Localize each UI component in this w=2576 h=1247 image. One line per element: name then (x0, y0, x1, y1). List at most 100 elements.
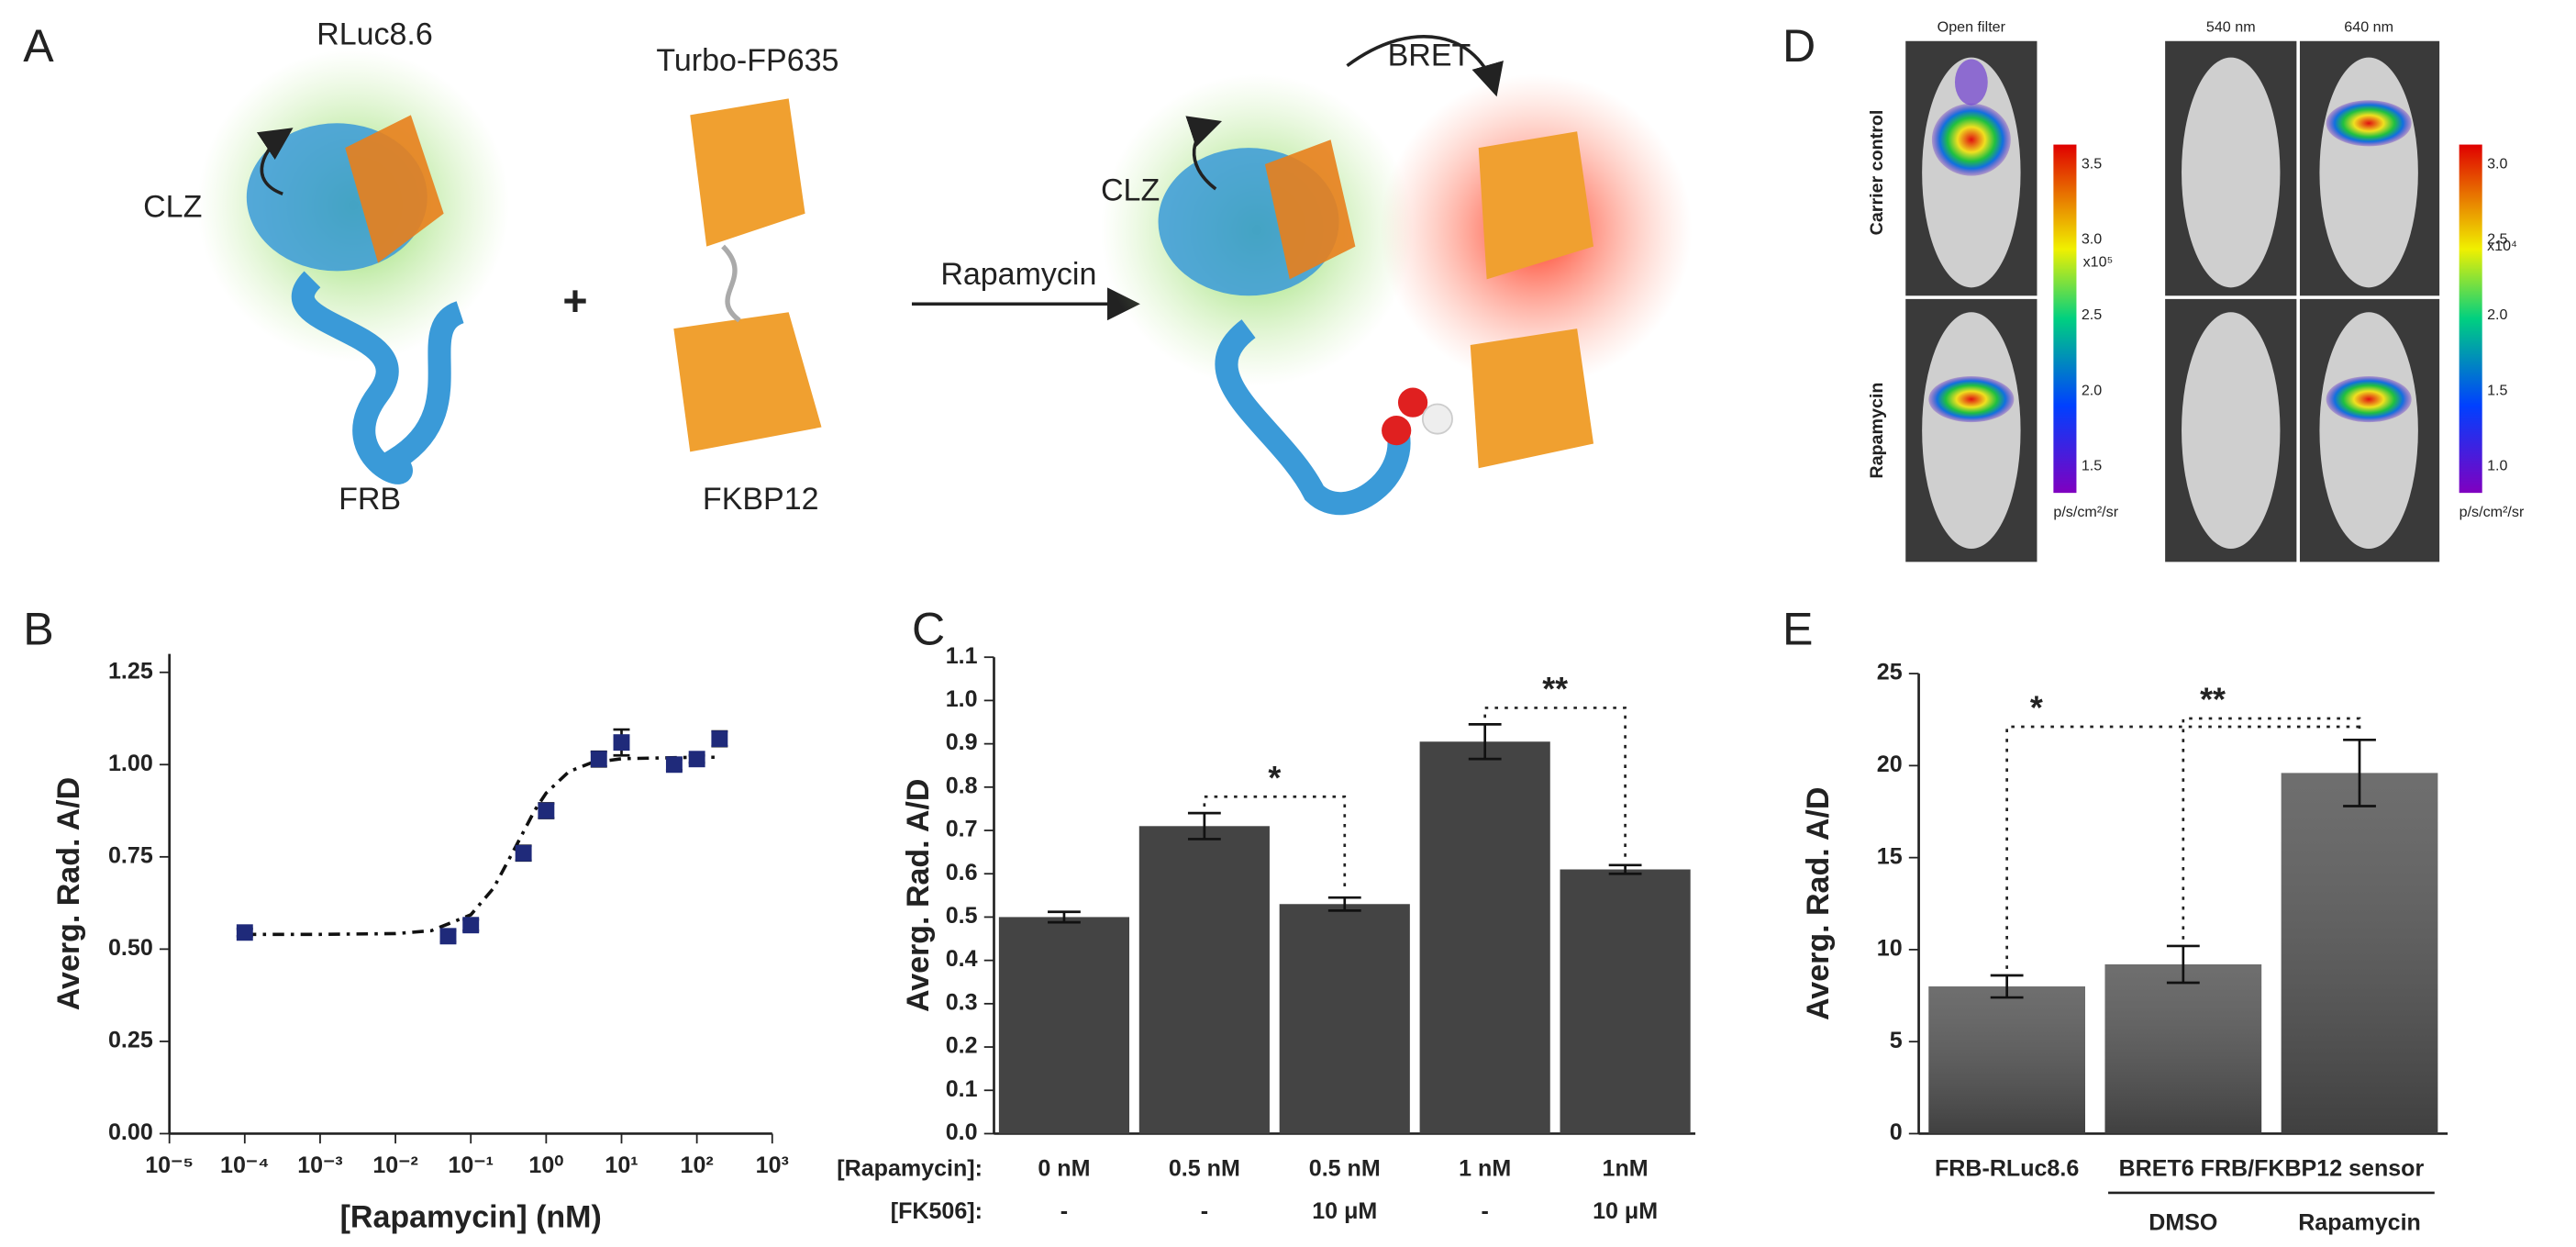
y-tick-label: 0.7 (946, 817, 978, 842)
colorbar-label: 1.5 (2487, 382, 2507, 398)
x-tick-label: 10³ (756, 1152, 789, 1178)
panel-label: D (1782, 20, 1815, 72)
y-tick-label: 25 (1877, 660, 1903, 685)
x-tick-label: 1nM (1603, 1155, 1649, 1181)
y-tick-label: 0.4 (946, 946, 978, 972)
filter-label: 640 nm (2344, 19, 2393, 36)
protein-label: Turbo-FP635 (656, 43, 838, 78)
panel-label: A (23, 20, 54, 72)
x-tick-label: 0.5 nM (1309, 1155, 1381, 1181)
panel-label: E (1782, 604, 1813, 655)
y-tick-label: 0 (1890, 1119, 1903, 1145)
data-point (462, 917, 480, 934)
x-tick-label: DMSO (2149, 1210, 2217, 1236)
y-tick-label: 0.1 (946, 1076, 978, 1102)
y-tick-label: 1.1 (946, 643, 978, 669)
y-tick-label: 0.25 (108, 1028, 153, 1053)
colorbar-label: 3.5 (2082, 155, 2102, 172)
significance-bracket (1203, 795, 1347, 892)
x-tick-label: - (1201, 1198, 1208, 1224)
protein-label: RLuc8.6 (316, 17, 433, 51)
colorbar-label: 3.0 (2487, 155, 2507, 172)
data-point (613, 734, 630, 752)
data-point (688, 751, 705, 768)
protein-label: FRB (339, 482, 401, 517)
x-tick-label: 10⁻¹ (449, 1152, 494, 1178)
y-tick-label: 10 (1877, 936, 1903, 962)
data-point (665, 756, 683, 774)
y-tick-label: 15 (1877, 843, 1903, 869)
x-tick-label: 1 nM (1459, 1155, 1511, 1181)
protein-label: FKBP12 (703, 482, 819, 517)
x-tick-label: 0.5 nM (1169, 1155, 1240, 1181)
y-axis-title: Averg. Rad. A/D (901, 779, 936, 1012)
colorbar-exponent: x10⁵ (2083, 254, 2114, 271)
bar (998, 917, 1130, 1134)
panel-d-images (1905, 40, 2482, 562)
significance-label: ** (1542, 671, 1568, 707)
y-tick-label: 0.2 (946, 1033, 978, 1059)
significance-label: ** (2200, 682, 2226, 718)
x-axis-title: [Rapamycin] (nM) (340, 1200, 602, 1235)
bar (1419, 741, 1550, 1134)
colorbar-label: 2.0 (2487, 306, 2507, 323)
x-tick-label: 10⁻³ (297, 1152, 342, 1178)
y-axis-title: Averg. Rad. A/D (51, 777, 86, 1010)
x-tick-label: - (1482, 1198, 1489, 1224)
colorbar-label: 1.5 (2082, 458, 2102, 474)
significance-label: * (1268, 760, 1281, 796)
x-tick-label: 10 μM (1593, 1198, 1658, 1224)
x-tick-label: 10⁻² (372, 1152, 417, 1178)
filter-label: Open filter (1938, 19, 2006, 36)
y-tick-label: 0.9 (946, 729, 978, 755)
y-tick-label: 0.50 (108, 935, 153, 961)
arrow-label: Rapamycin (940, 257, 1096, 292)
colorbar-unit: p/s/cm²/sr (2053, 504, 2118, 520)
x-tick-label: 10² (681, 1152, 714, 1178)
data-point (711, 730, 728, 748)
bar (1279, 904, 1410, 1134)
fit-curve (244, 755, 720, 937)
significance-bracket (2005, 725, 2361, 969)
y-tick-label: 0.75 (108, 842, 153, 868)
group-label: BRET6 FRB/FKBP12 sensor (2119, 1155, 2425, 1181)
y-tick-label: 0.5 (946, 903, 978, 929)
colorbar-label: 2.0 (2082, 382, 2102, 398)
data-point (439, 928, 457, 945)
data-point (236, 924, 253, 941)
colorbar-label: 3.0 (2082, 231, 2102, 248)
x-tick-label: 10⁻⁵ (145, 1152, 194, 1178)
y-axis-title: Averg. Rad. A/D (1801, 787, 1836, 1020)
x-tick-label: 10⁰ (528, 1152, 563, 1178)
row-label: Rapamycin (1867, 383, 1887, 479)
x-tick-label: FRB-RLuc8.6 (1935, 1155, 2079, 1181)
bar (1138, 826, 1270, 1134)
colorbar-unit: p/s/cm²/sr (2459, 504, 2525, 520)
row-label: Carrier control (1867, 110, 1887, 236)
colorbar-label: 2.5 (2487, 231, 2507, 248)
x-tick-label: 10 μM (1312, 1198, 1377, 1224)
substrate-label: CLZ (143, 189, 202, 224)
bar-shade (1928, 986, 2085, 1134)
significance-bracket (1483, 707, 1627, 859)
data-point (515, 844, 532, 862)
y-tick-label: 1.0 (946, 686, 978, 712)
x-tick-label: 10¹ (605, 1152, 638, 1178)
filter-label: 540 nm (2206, 19, 2256, 36)
significance-label: * (2030, 690, 2043, 727)
data-point (538, 802, 555, 819)
x-tick-label: 0 nM (1038, 1155, 1090, 1181)
x-tick-label: 10⁻⁴ (220, 1152, 269, 1178)
bret-label: BRET (1388, 39, 1471, 73)
y-tick-label: 0.00 (108, 1119, 153, 1145)
y-tick-label: 1.00 (108, 751, 153, 776)
bar (1560, 869, 1691, 1134)
data-point (590, 751, 607, 768)
plus-sign: + (562, 277, 587, 325)
panel-label: B (23, 604, 53, 655)
colorbar-label: 2.5 (2082, 306, 2102, 323)
panel-label: C (912, 604, 945, 655)
x-tick-label: - (1060, 1198, 1068, 1224)
